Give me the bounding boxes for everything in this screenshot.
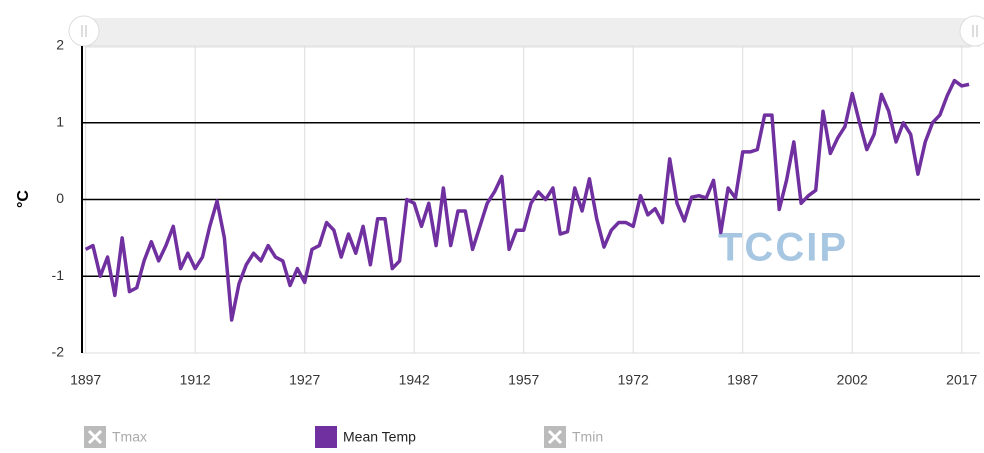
data-line (84, 78, 970, 322)
y-tick-label: -1 (52, 267, 65, 283)
y-tick-label: -2 (52, 344, 65, 360)
legend-item[interactable]: Mean Temp (315, 426, 416, 448)
range-slider[interactable] (82, 18, 974, 48)
legend-disabled-icon (87, 429, 103, 445)
x-tick-label: 1912 (180, 372, 211, 388)
x-tick-label: 2002 (837, 372, 868, 388)
legend-label: Mean Temp (343, 429, 416, 445)
y-tick-label: 1 (56, 113, 64, 129)
y-tick-label: 2 (56, 37, 64, 53)
slider-handle[interactable] (68, 15, 100, 47)
x-tick-label: 2017 (946, 372, 977, 388)
legend-item[interactable]: Tmin (544, 426, 603, 448)
legend-disabled-icon (547, 429, 563, 445)
legend-swatch (315, 426, 337, 448)
legend-item[interactable]: Tmax (84, 426, 147, 448)
legend-label: Tmin (572, 429, 603, 445)
slider-handle[interactable] (959, 15, 984, 47)
y-axis-label: °C (15, 190, 32, 208)
legend-label: Tmax (112, 429, 147, 445)
x-tick-label: 1927 (289, 372, 320, 388)
x-tick-label: 1987 (727, 372, 758, 388)
x-tick-label: 1897 (70, 372, 101, 388)
x-tick-label: 1957 (508, 372, 539, 388)
x-tick-label: 1942 (399, 372, 430, 388)
x-tick-label: 1972 (618, 372, 649, 388)
y-tick-label: 0 (56, 190, 64, 206)
watermark: TCCIP (718, 226, 848, 270)
